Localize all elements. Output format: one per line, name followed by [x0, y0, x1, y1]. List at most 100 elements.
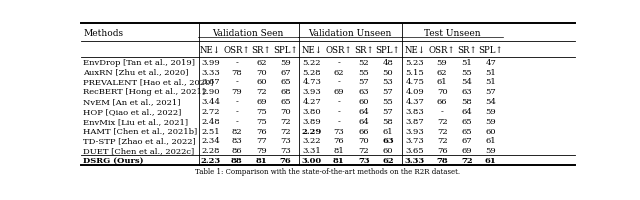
- Text: 77: 77: [256, 137, 267, 145]
- Text: 59: 59: [485, 107, 496, 115]
- Text: 72: 72: [280, 127, 291, 135]
- Text: 64: 64: [461, 107, 472, 115]
- Text: 83: 83: [232, 137, 242, 145]
- Text: 5.28: 5.28: [302, 68, 321, 76]
- Text: AuxRN [Zhu et al., 2020]: AuxRN [Zhu et al., 2020]: [83, 68, 189, 76]
- Text: 54: 54: [461, 78, 472, 86]
- Text: 51: 51: [485, 68, 496, 76]
- Text: 65: 65: [280, 98, 291, 106]
- Text: 2.29: 2.29: [301, 127, 322, 135]
- Text: NE↓: NE↓: [404, 45, 426, 54]
- Text: OSR↑: OSR↑: [326, 45, 352, 54]
- Text: 64: 64: [358, 117, 369, 125]
- Text: -: -: [236, 98, 238, 106]
- Text: 75: 75: [256, 117, 267, 125]
- Text: 3.89: 3.89: [302, 117, 321, 125]
- Text: 3.87: 3.87: [405, 117, 424, 125]
- Text: 67: 67: [280, 68, 291, 76]
- Text: 55: 55: [383, 98, 394, 106]
- Text: Table 1: Comparison with the state-of-the-art methods on the R2R dataset.: Table 1: Comparison with the state-of-th…: [195, 168, 461, 176]
- Text: 72: 72: [280, 117, 291, 125]
- Text: 51: 51: [461, 58, 472, 66]
- Text: 3.31: 3.31: [302, 147, 321, 155]
- Text: 69: 69: [333, 88, 344, 96]
- Text: NE↓: NE↓: [200, 45, 221, 54]
- Text: 60: 60: [358, 98, 369, 106]
- Text: 5.23: 5.23: [406, 58, 424, 66]
- Text: TD-STP [Zhao et al., 2022]: TD-STP [Zhao et al., 2022]: [83, 137, 196, 145]
- Text: 81: 81: [255, 156, 268, 164]
- Text: SR↑: SR↑: [252, 45, 271, 54]
- Text: 59: 59: [436, 58, 447, 66]
- Text: OSR↑: OSR↑: [223, 45, 250, 54]
- Text: 3.93: 3.93: [302, 88, 321, 96]
- Text: OSR↑: OSR↑: [429, 45, 456, 54]
- Text: 72: 72: [358, 147, 369, 155]
- Text: 3.33: 3.33: [404, 156, 425, 164]
- Text: 63: 63: [358, 88, 369, 96]
- Text: 3.73: 3.73: [405, 137, 424, 145]
- Text: 69: 69: [461, 147, 472, 155]
- Text: 4.37: 4.37: [405, 98, 424, 106]
- Text: -: -: [236, 78, 238, 86]
- Text: EnvMix [Liu et al., 2021]: EnvMix [Liu et al., 2021]: [83, 117, 189, 125]
- Text: HAMT [Chen et al., 2021b]: HAMT [Chen et al., 2021b]: [83, 127, 198, 135]
- Text: -: -: [337, 107, 340, 115]
- Text: 72: 72: [436, 137, 447, 145]
- Text: NvEM [An et al., 2021]: NvEM [An et al., 2021]: [83, 98, 181, 106]
- Text: 65: 65: [461, 117, 472, 125]
- Text: 3.44: 3.44: [201, 98, 220, 106]
- Text: 63: 63: [382, 137, 394, 145]
- Text: 62: 62: [333, 68, 344, 76]
- Text: 53: 53: [383, 78, 394, 86]
- Text: -: -: [236, 107, 238, 115]
- Text: 2.34: 2.34: [201, 137, 220, 145]
- Text: Validation Seen: Validation Seen: [212, 29, 284, 38]
- Text: 5.15: 5.15: [405, 68, 424, 76]
- Text: -: -: [236, 58, 238, 66]
- Text: 73: 73: [280, 147, 291, 155]
- Text: 88: 88: [231, 156, 243, 164]
- Text: 2.90: 2.90: [201, 88, 220, 96]
- Text: 65: 65: [280, 78, 291, 86]
- Text: 76: 76: [333, 137, 344, 145]
- Text: 4.27: 4.27: [302, 98, 321, 106]
- Text: 3.99: 3.99: [201, 58, 220, 66]
- Text: 2.23: 2.23: [200, 156, 221, 164]
- Text: 70: 70: [358, 137, 369, 145]
- Text: 76: 76: [436, 147, 447, 155]
- Text: 3.33: 3.33: [201, 68, 220, 76]
- Text: 73: 73: [280, 137, 291, 145]
- Text: 61: 61: [485, 156, 497, 164]
- Text: 3.83: 3.83: [405, 107, 424, 115]
- Text: 59: 59: [485, 117, 496, 125]
- Text: Methods: Methods: [83, 29, 124, 38]
- Text: 50: 50: [383, 68, 394, 76]
- Text: 4.73: 4.73: [302, 78, 321, 86]
- Text: 61: 61: [383, 127, 394, 135]
- Text: 72: 72: [436, 127, 447, 135]
- Text: 62: 62: [437, 68, 447, 76]
- Text: 2.48: 2.48: [201, 117, 220, 125]
- Text: SR↑: SR↑: [457, 45, 477, 54]
- Text: 58: 58: [461, 98, 472, 106]
- Text: 52: 52: [358, 58, 369, 66]
- Text: 64: 64: [358, 107, 369, 115]
- Text: SPL↑: SPL↑: [478, 45, 503, 54]
- Text: EnvDrop [Tan et al., 2019]: EnvDrop [Tan et al., 2019]: [83, 58, 195, 66]
- Text: 72: 72: [436, 117, 447, 125]
- Text: 86: 86: [232, 147, 242, 155]
- Text: 3.80: 3.80: [302, 107, 321, 115]
- Text: 54: 54: [485, 98, 496, 106]
- Text: 67: 67: [461, 137, 472, 145]
- Text: PREVALENT [Hao et al., 2020]: PREVALENT [Hao et al., 2020]: [83, 78, 214, 86]
- Text: 48: 48: [383, 58, 394, 66]
- Text: 61: 61: [485, 137, 496, 145]
- Text: 58: 58: [383, 117, 394, 125]
- Text: Test Unseen: Test Unseen: [424, 29, 480, 38]
- Text: -: -: [337, 78, 340, 86]
- Text: 59: 59: [485, 147, 496, 155]
- Text: 70: 70: [280, 107, 291, 115]
- Text: 57: 57: [358, 78, 369, 86]
- Text: 73: 73: [333, 127, 344, 135]
